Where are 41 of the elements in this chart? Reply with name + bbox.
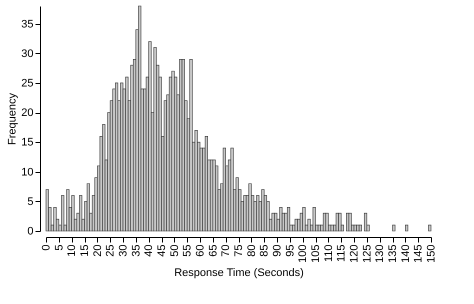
x-tick-label: 95 (284, 244, 296, 257)
x-tick-label: 120 (348, 244, 360, 263)
x-tick-label: 50 (168, 244, 181, 257)
x-tick-label: 0 (40, 244, 52, 251)
x-tick-label: 65 (207, 244, 220, 257)
y-tick-label: 15 (21, 136, 34, 149)
y-tick-label: 5 (27, 196, 34, 208)
x-tick-label: 20 (92, 244, 104, 257)
x-tick-label: 5 (53, 244, 66, 251)
x-tick-label: 40 (143, 244, 156, 257)
x-tick-label: 10 (66, 244, 78, 257)
x-tick-label: 130 (374, 244, 386, 263)
y-tick-label: 10 (21, 166, 34, 178)
x-tick-label: 80 (246, 244, 258, 257)
x-axis-title: Response Time (Seconds) (174, 266, 304, 279)
x-tick-label: 140 (400, 244, 412, 263)
x-tick-label: 110 (322, 244, 335, 262)
x-tick-label: 125 (361, 244, 374, 263)
y-tick-label: 35 (21, 18, 34, 30)
y-tick-label: 25 (21, 77, 34, 90)
x-tick-label: 90 (272, 244, 284, 257)
x-tick-label: 25 (104, 244, 117, 257)
x-tick-label: 55 (182, 244, 194, 257)
x-tick-label: 135 (387, 244, 399, 263)
x-tick-label: 35 (130, 244, 142, 257)
x-tick-label: 75 (233, 244, 245, 257)
x-tick-label: 70 (220, 244, 232, 257)
x-tick-label: 115 (336, 244, 348, 262)
x-tick-label: 85 (258, 244, 271, 257)
x-tick-label: 100 (297, 244, 310, 263)
y-tick-label: 30 (21, 48, 34, 60)
x-tick-label: 150 (426, 244, 438, 263)
x-tick-label: 105 (310, 244, 322, 263)
y-tick-label: 0 (27, 226, 34, 238)
x-tick-label: 15 (79, 244, 91, 257)
x-tick-label: 45 (156, 244, 168, 257)
y-axis-title: Frequency (6, 92, 18, 145)
y-tick-label: 20 (21, 107, 34, 120)
x-tick-label: 60 (194, 244, 206, 257)
x-tick-label: 145 (412, 244, 425, 263)
x-tick-label: 30 (118, 244, 130, 257)
